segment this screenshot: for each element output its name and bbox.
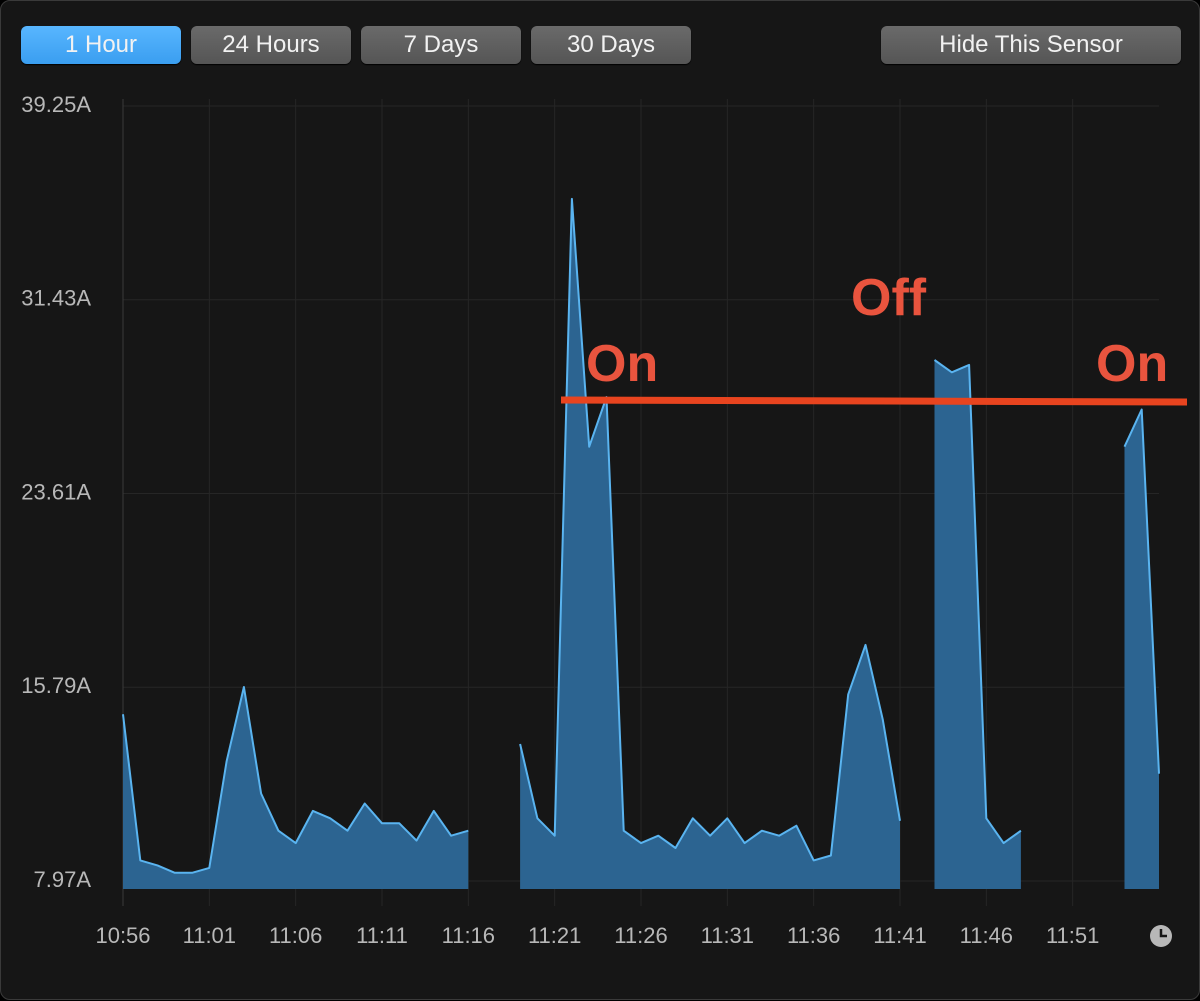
y-tick-label: 39.25A bbox=[21, 92, 91, 117]
range-button[interactable]: 30 Days bbox=[531, 26, 691, 64]
x-tick-label: 11:11 bbox=[356, 923, 408, 948]
range-button[interactable]: 7 Days bbox=[361, 26, 521, 64]
area bbox=[123, 198, 1159, 889]
plot bbox=[122, 197, 1160, 889]
x-tick-label: 11:46 bbox=[960, 923, 1013, 948]
annotation: On bbox=[586, 335, 658, 393]
range-button[interactable]: 1 Hour bbox=[21, 26, 181, 64]
x-tick-label: 11:41 bbox=[873, 923, 926, 948]
line bbox=[122, 197, 1160, 874]
grid bbox=[122, 99, 1159, 906]
x-tick-label: 11:16 bbox=[442, 923, 495, 948]
annotation-line bbox=[560, 396, 1188, 406]
x-tick-label: 10:56 bbox=[95, 923, 150, 948]
x-tick-label: 11:01 bbox=[183, 923, 236, 948]
annotation: On bbox=[1096, 335, 1168, 393]
hide-button[interactable]: Hide This Sensor bbox=[881, 26, 1181, 64]
x-tick-label: 11:26 bbox=[614, 923, 667, 948]
range-button[interactable]: 24 Hours bbox=[191, 26, 351, 64]
annotation: Off bbox=[851, 269, 927, 327]
x-tick-label: 11:06 bbox=[269, 923, 322, 948]
y-tick-label: 7.97A bbox=[34, 867, 92, 892]
y-tick-label: 23.61A bbox=[21, 479, 91, 504]
y-tick-label: 31.43A bbox=[21, 286, 91, 311]
clock-icon bbox=[1150, 925, 1172, 947]
x-tick-label: 11:21 bbox=[528, 923, 581, 948]
y-tick-label: 15.79A bbox=[21, 673, 91, 698]
x-tick-label: 11:36 bbox=[787, 923, 840, 948]
x-tick-label: 11:31 bbox=[701, 923, 754, 948]
x-tick-label: 11:51 bbox=[1046, 923, 1099, 948]
